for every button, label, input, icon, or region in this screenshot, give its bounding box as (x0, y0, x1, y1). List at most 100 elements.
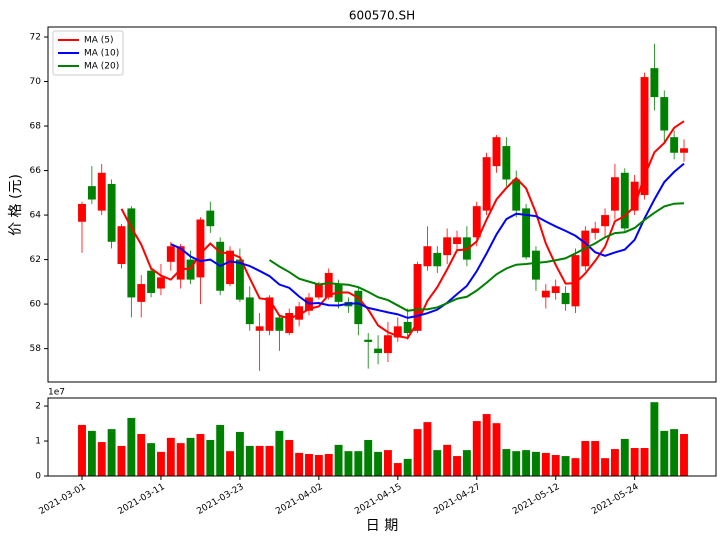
volume-bar (324, 453, 333, 476)
plot-frame (47, 26, 717, 383)
volume-bar (571, 458, 580, 476)
candle-body (107, 183, 116, 242)
candle-body (235, 259, 244, 300)
volume-bar (393, 463, 402, 476)
candle-body (354, 290, 363, 325)
volume-bar (117, 445, 126, 476)
candle-body (551, 286, 560, 293)
candle-body (443, 237, 452, 256)
offset-label: 1e7 (48, 388, 65, 398)
candle-body (147, 270, 156, 293)
volume-bar (660, 430, 669, 476)
candle-body (502, 146, 511, 180)
volume-bar (255, 445, 264, 476)
candle-body (245, 297, 254, 325)
candle-body (472, 206, 481, 238)
candle-body (630, 181, 639, 211)
volume-bar (640, 448, 649, 476)
volume-bar (374, 451, 383, 476)
candle-body (226, 250, 234, 285)
legend-label: MA (5) (84, 36, 114, 46)
volume-bar (245, 445, 254, 476)
candle-body (561, 292, 570, 305)
candle-body (423, 246, 432, 267)
candle-body (364, 339, 373, 342)
y-tick-label: 2 (35, 402, 41, 412)
volume-bar (610, 449, 619, 476)
volume-bar (532, 451, 540, 476)
ma-line (268, 202, 685, 312)
volume-bar (354, 451, 363, 476)
chart-title: 600570.SH (349, 9, 415, 23)
candle-body (393, 326, 402, 338)
volume-bar (226, 451, 234, 476)
candle-body (601, 215, 609, 227)
volume-bar (196, 434, 205, 476)
candle-body (285, 313, 294, 334)
candle-body (670, 137, 679, 153)
volume-bar (216, 424, 225, 476)
volume-bar (453, 456, 461, 476)
candle-body (413, 264, 422, 331)
volume-bar (383, 450, 392, 476)
legend-label: MA (20) (84, 62, 119, 72)
ma-line (120, 120, 685, 340)
volume-bar (541, 452, 550, 476)
volume-bar (620, 438, 629, 476)
volume-bar (206, 439, 215, 476)
volume-bar (462, 450, 471, 476)
y-tick-label: 72 (30, 33, 41, 43)
candle-body (650, 68, 659, 98)
y-tick-label: 58 (30, 344, 42, 354)
candle-body (591, 228, 600, 233)
candle-body (403, 321, 412, 334)
volume-bar (512, 451, 521, 476)
volume-bar (413, 429, 422, 476)
volume-bar (561, 456, 570, 476)
candle-body (433, 252, 442, 267)
volume-bar (166, 437, 175, 476)
candle-body (374, 348, 383, 354)
volume-bar (492, 423, 501, 476)
candle-body (482, 157, 491, 211)
legend-box (52, 30, 124, 76)
volume-bar (364, 439, 373, 476)
candle-body (78, 203, 86, 222)
volume-bar (285, 439, 294, 476)
volume-bar (137, 434, 146, 476)
volume-bar (78, 424, 86, 476)
volume-bar (403, 458, 412, 476)
candle-body (176, 246, 185, 280)
volume-bar (522, 450, 531, 476)
candle-body (620, 172, 629, 229)
candle-body (492, 137, 501, 167)
candle-body (295, 306, 304, 320)
volume-bar (591, 441, 600, 476)
volume-bar (443, 444, 452, 476)
y-tick-label: 62 (30, 255, 41, 265)
volume-bar (295, 452, 304, 476)
volume-bar (482, 414, 491, 476)
candle-body (383, 335, 392, 354)
candle-body (117, 226, 126, 265)
candle-body (275, 317, 284, 331)
candle-body (97, 172, 106, 211)
candle-body (680, 148, 688, 153)
legend-label: MA (10) (84, 49, 119, 59)
candle-body (196, 219, 205, 278)
volume-bar (87, 430, 96, 476)
volume-bar (334, 444, 343, 476)
volume-bar (344, 451, 353, 476)
volume-bar (502, 449, 511, 476)
volume-bar (305, 453, 313, 476)
volume-bar (127, 417, 136, 476)
volume-bar (650, 402, 659, 476)
volume-bar (670, 429, 679, 476)
volume-bar (680, 434, 688, 476)
volume-bar (157, 451, 165, 476)
candle-body (137, 284, 146, 302)
candle-body (541, 290, 550, 298)
volume-bar (107, 429, 116, 476)
y-tick-label: 64 (30, 211, 42, 221)
candle-body (640, 77, 649, 196)
